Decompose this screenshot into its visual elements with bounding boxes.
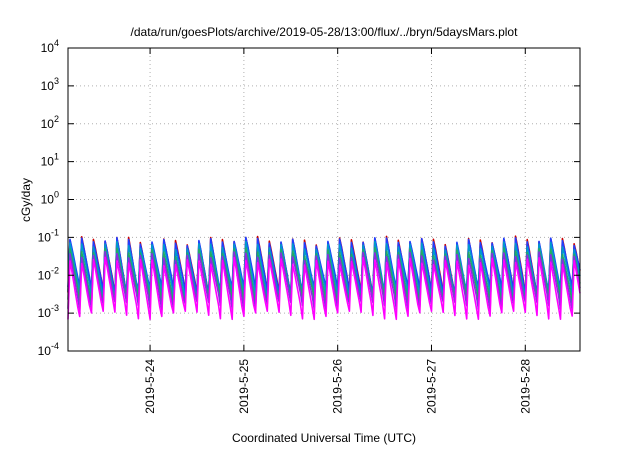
y-tick-label: 102: [41, 114, 59, 131]
y-tick-label: 10-3: [38, 303, 59, 320]
x-tick-label: 2019-5-26: [331, 359, 345, 414]
y-tick-label: 104: [41, 38, 59, 55]
series-line: [67, 240, 581, 301]
y-tick-label: 100: [41, 190, 59, 207]
x-tick-label: 2019-5-27: [424, 359, 438, 414]
x-tick-label: 2019-5-25: [237, 359, 251, 414]
series-line: [67, 251, 581, 311]
x-tick-label: 2019-5-24: [143, 359, 157, 414]
x-axis-ticks: 2019-5-24 2019-5-25 2019-5-26 2019-5-27 2019…: [143, 48, 532, 414]
y-tick-label: 10-4: [38, 341, 59, 358]
y-axis-label: cGy/day: [19, 178, 33, 222]
y-tick-label: 10-1: [38, 227, 59, 244]
series-layer: [67, 235, 581, 321]
y-axis-ticks: 10-4 10-3 10-2 10-1 100 101 102 103 104: [38, 38, 580, 358]
x-axis-label: Coordinated Universal Time (UTC): [232, 431, 416, 445]
y-tick-label: 101: [41, 152, 59, 169]
series-line: [67, 256, 581, 321]
y-tick-label: 10-2: [38, 265, 59, 282]
x-tick-label: 2019-5-28: [518, 359, 532, 414]
y-tick-label: 103: [41, 76, 59, 93]
chart-title: /data/run/goesPlots/archive/2019-05-28/1…: [131, 25, 519, 39]
